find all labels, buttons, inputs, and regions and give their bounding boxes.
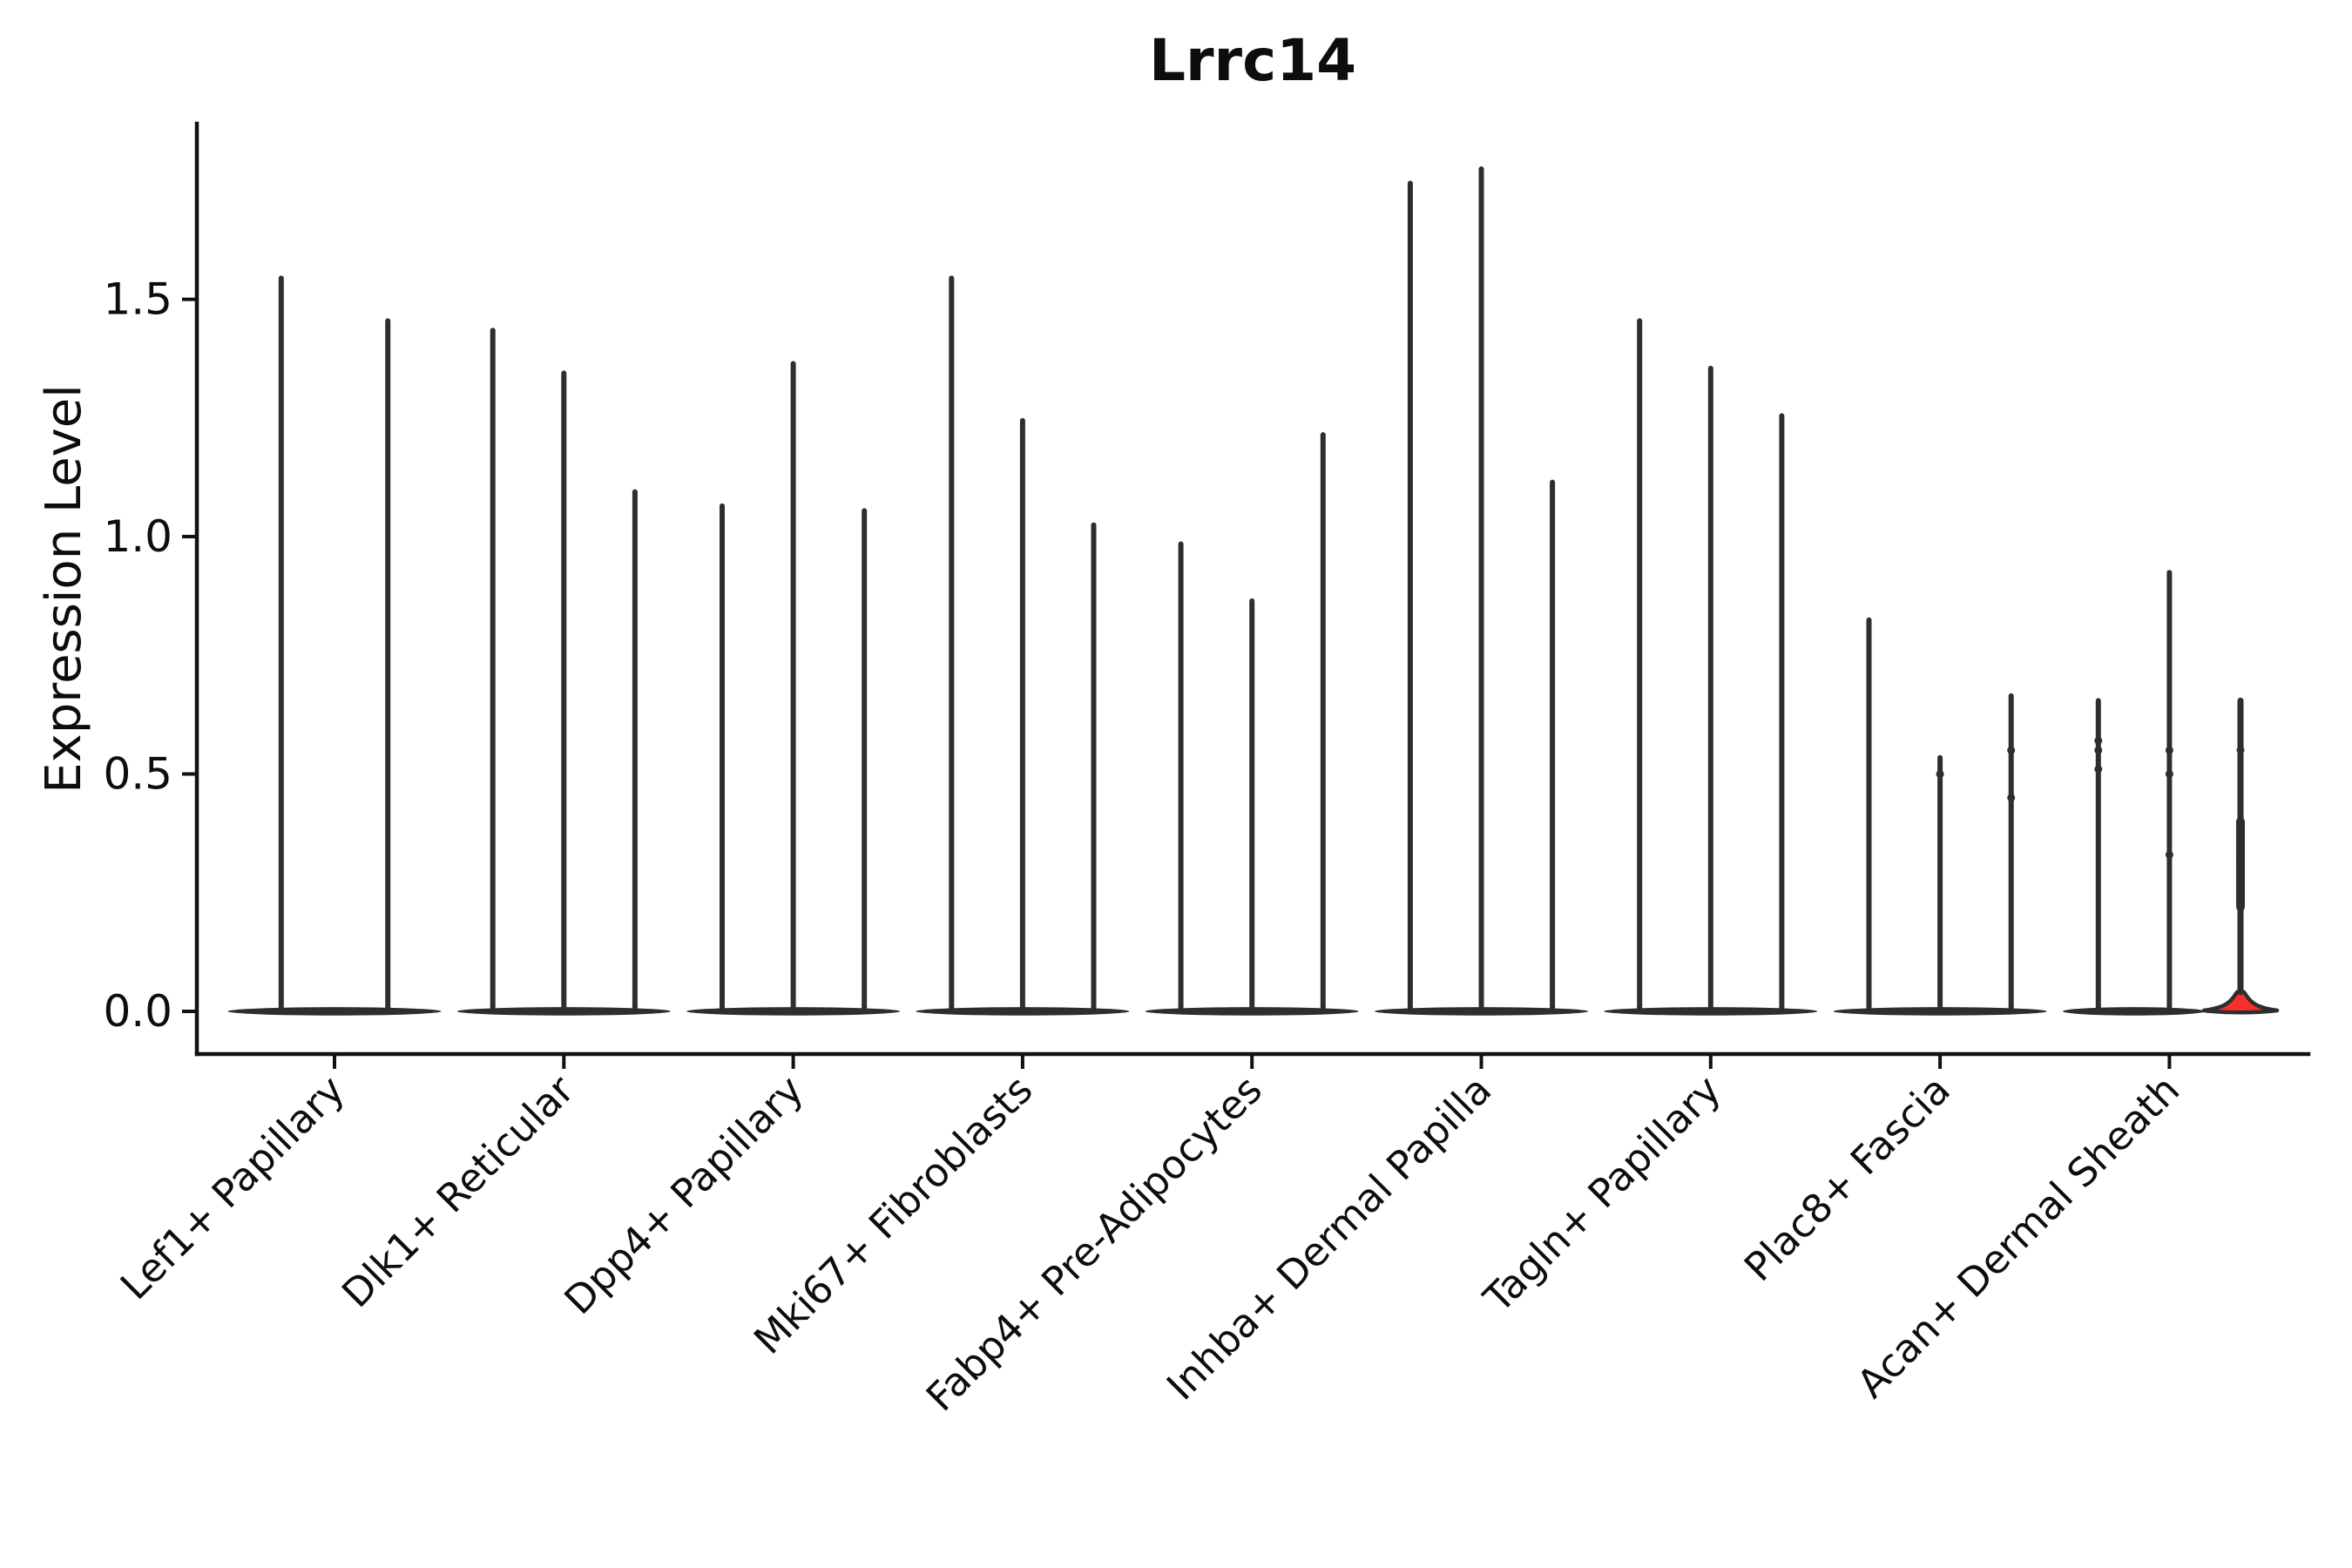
cell-point: [2007, 794, 2016, 802]
cell-point: [2094, 736, 2103, 745]
violin-body-highlighted: [2201, 989, 2280, 1015]
x-tick-label: Dlk1+ Reticular: [333, 1066, 583, 1316]
y-tick-label: 0.5: [103, 749, 172, 800]
y-tick-label: 0.0: [103, 986, 172, 1037]
y-tick-label: 1.0: [103, 511, 172, 562]
violin-series: [227, 166, 2280, 1016]
x-tick-label: Plac8+ Fascia: [1735, 1066, 1959, 1290]
x-tick-label: Dpp4+ Papillary: [556, 1066, 813, 1323]
axes: [182, 121, 2311, 1069]
y-tick-label: 1.5: [103, 274, 172, 325]
x-tick-label: Lef1+ Papillary: [112, 1066, 354, 1308]
cell-point: [1936, 770, 1944, 779]
cell-point: [2236, 850, 2245, 859]
violin-body-flat: [2063, 1007, 2206, 1016]
cell-point: [2236, 746, 2245, 754]
cell-point: [2094, 765, 2103, 774]
cell-point: [2165, 850, 2173, 859]
y-tick-labels: 0.0 0.5 1.0 1.5: [103, 274, 172, 1037]
y-axis-label: Expression Level: [36, 384, 92, 794]
x-tick-label: Tagln+ Papillary: [1474, 1066, 1729, 1321]
cell-point: [2165, 770, 2173, 779]
violin-body-flat: [227, 1007, 442, 1016]
cell-point: [2007, 746, 2016, 754]
cell-point: [2165, 746, 2173, 754]
cell-point: [2094, 746, 2103, 754]
chart-title: Lrrc14: [1149, 27, 1356, 94]
